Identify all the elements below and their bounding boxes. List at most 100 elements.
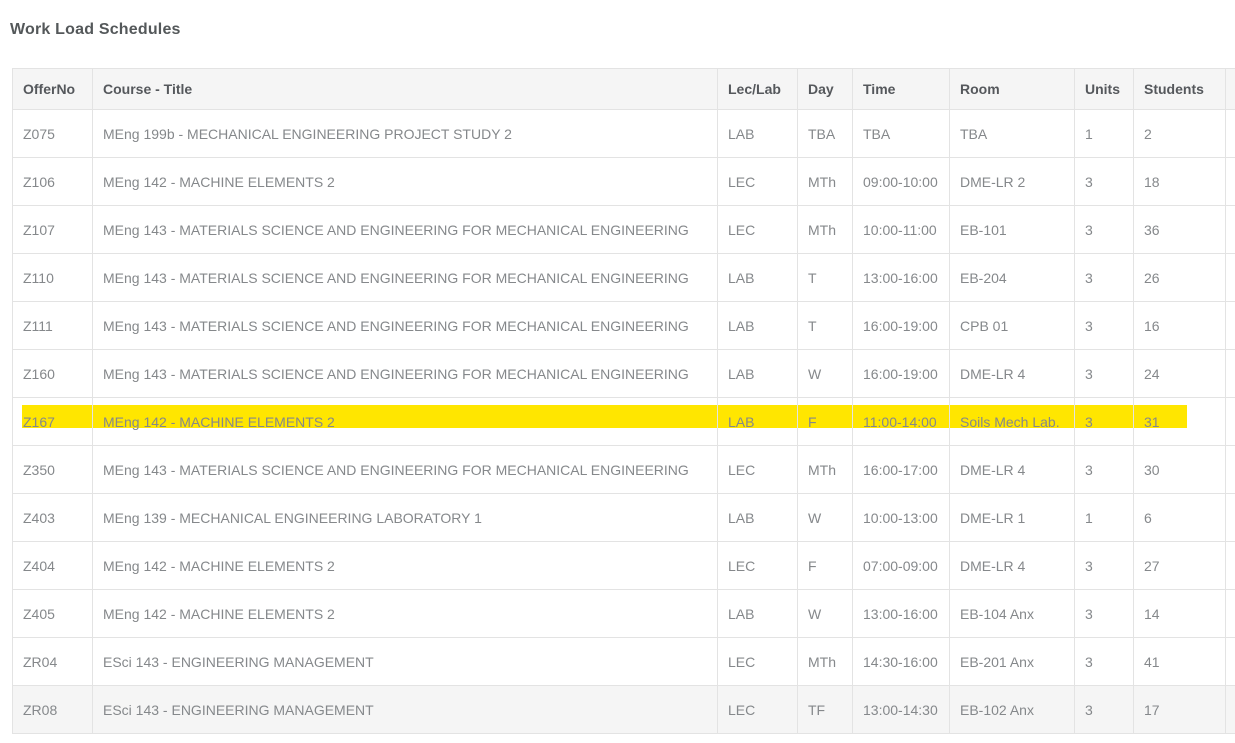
cell-room: EB-101 xyxy=(949,205,1075,254)
cell-offer-no: Z404 xyxy=(12,541,93,590)
cell-extra xyxy=(1225,157,1235,206)
cell-room: DME-LR 1 xyxy=(949,493,1075,542)
cell-day: W xyxy=(797,349,853,398)
cell-extra xyxy=(1225,541,1235,590)
cell-lec-lab: LAB xyxy=(717,253,798,302)
cell-time: 16:00-19:00 xyxy=(852,349,950,398)
cell-lec-lab: LEC xyxy=(717,637,798,686)
cell-time: 13:00-14:30 xyxy=(852,685,950,734)
table-row[interactable]: Z167 MEng 142 - MACHINE ELEMENTS 2 LAB F… xyxy=(12,397,1235,446)
cell-course-title: MEng 199b - MECHANICAL ENGINEERING PROJE… xyxy=(92,109,718,158)
cell-day: MTh xyxy=(797,205,853,254)
cell-lec-lab: LEC xyxy=(717,205,798,254)
cell-time: 13:00-16:00 xyxy=(852,589,950,638)
workload-schedule-table: OfferNo Course - Title Lec/Lab Day Time Room U… xyxy=(12,68,1235,734)
cell-course-title: MEng 142 - MACHINE ELEMENTS 2 xyxy=(92,157,718,206)
column-header-day: Day xyxy=(797,68,853,110)
cell-lec-lab: LEC xyxy=(717,157,798,206)
cell-offer-no: Z167 xyxy=(12,397,93,446)
cell-day: T xyxy=(797,253,853,302)
cell-offer-no: ZR08 xyxy=(12,685,93,734)
cell-students: 2 xyxy=(1133,109,1226,158)
cell-day: T xyxy=(797,301,853,350)
cell-extra xyxy=(1225,301,1235,350)
cell-time: 11:00-14:00 xyxy=(852,397,950,446)
table-row[interactable]: Z350 MEng 143 - MATERIALS SCIENCE AND EN… xyxy=(12,445,1235,494)
cell-units: 3 xyxy=(1074,301,1134,350)
table-row[interactable]: ZR04 ESci 143 - ENGINEERING MANAGEMENT L… xyxy=(12,637,1235,686)
cell-units: 3 xyxy=(1074,157,1134,206)
cell-units: 3 xyxy=(1074,349,1134,398)
cell-extra xyxy=(1225,637,1235,686)
cell-room: EB-204 xyxy=(949,253,1075,302)
cell-course-title: MEng 143 - MATERIALS SCIENCE AND ENGINEE… xyxy=(92,349,718,398)
cell-students: 24 xyxy=(1133,349,1226,398)
cell-students: 26 xyxy=(1133,253,1226,302)
cell-students: 17 xyxy=(1133,685,1226,734)
cell-time: 07:00-09:00 xyxy=(852,541,950,590)
column-header-extra xyxy=(1225,68,1235,110)
cell-course-title: MEng 143 - MATERIALS SCIENCE AND ENGINEE… xyxy=(92,301,718,350)
cell-room: TBA xyxy=(949,109,1075,158)
cell-lec-lab: LEC xyxy=(717,445,798,494)
cell-units: 3 xyxy=(1074,685,1134,734)
table-row[interactable]: ZR08 ESci 143 - ENGINEERING MANAGEMENT L… xyxy=(12,685,1235,734)
cell-lec-lab: LAB xyxy=(717,349,798,398)
cell-time: 14:30-16:00 xyxy=(852,637,950,686)
cell-students: 16 xyxy=(1133,301,1226,350)
table-row[interactable]: Z075 MEng 199b - MECHANICAL ENGINEERING … xyxy=(12,109,1235,158)
cell-lec-lab: LAB xyxy=(717,589,798,638)
table-row[interactable]: Z405 MEng 142 - MACHINE ELEMENTS 2 LAB W… xyxy=(12,589,1235,638)
table-row[interactable]: Z160 MEng 143 - MATERIALS SCIENCE AND EN… xyxy=(12,349,1235,398)
cell-units: 3 xyxy=(1074,589,1134,638)
cell-course-title: MEng 142 - MACHINE ELEMENTS 2 xyxy=(92,541,718,590)
table-row[interactable]: Z106 MEng 142 - MACHINE ELEMENTS 2 LEC M… xyxy=(12,157,1235,206)
cell-day: MTh xyxy=(797,157,853,206)
schedule-table-container: OfferNo Course - Title Lec/Lab Day Time Room U… xyxy=(12,68,1235,734)
cell-extra xyxy=(1225,445,1235,494)
cell-course-title: MEng 143 - MATERIALS SCIENCE AND ENGINEE… xyxy=(92,205,718,254)
cell-room: EB-102 Anx xyxy=(949,685,1075,734)
cell-lec-lab: LAB xyxy=(717,397,798,446)
schedule-table-body: Z075 MEng 199b - MECHANICAL ENGINEERING … xyxy=(12,109,1235,734)
table-row[interactable]: Z107 MEng 143 - MATERIALS SCIENCE AND EN… xyxy=(12,205,1235,254)
column-header-time: Time xyxy=(852,68,950,110)
cell-course-title: MEng 143 - MATERIALS SCIENCE AND ENGINEE… xyxy=(92,253,718,302)
cell-units: 3 xyxy=(1074,397,1134,446)
cell-course-title: MEng 143 - MATERIALS SCIENCE AND ENGINEE… xyxy=(92,445,718,494)
cell-time: 10:00-13:00 xyxy=(852,493,950,542)
cell-students: 36 xyxy=(1133,205,1226,254)
cell-lec-lab: LEC xyxy=(717,685,798,734)
column-header-room: Room xyxy=(949,68,1075,110)
cell-room: CPB 01 xyxy=(949,301,1075,350)
cell-extra xyxy=(1225,493,1235,542)
table-row[interactable]: Z110 MEng 143 - MATERIALS SCIENCE AND EN… xyxy=(12,253,1235,302)
cell-day: MTh xyxy=(797,637,853,686)
cell-course-title: MEng 142 - MACHINE ELEMENTS 2 xyxy=(92,397,718,446)
column-header-lec-lab: Lec/Lab xyxy=(717,68,798,110)
cell-offer-no: Z110 xyxy=(12,253,93,302)
table-row[interactable]: Z111 MEng 143 - MATERIALS SCIENCE AND EN… xyxy=(12,301,1235,350)
table-row[interactable]: Z403 MEng 139 - MECHANICAL ENGINEERING L… xyxy=(12,493,1235,542)
cell-day: TBA xyxy=(797,109,853,158)
cell-extra xyxy=(1225,109,1235,158)
cell-course-title: MEng 139 - MECHANICAL ENGINEERING LABORA… xyxy=(92,493,718,542)
cell-extra xyxy=(1225,685,1235,734)
cell-units: 3 xyxy=(1074,541,1134,590)
cell-students: 18 xyxy=(1133,157,1226,206)
cell-course-title: MEng 142 - MACHINE ELEMENTS 2 xyxy=(92,589,718,638)
cell-offer-no: Z405 xyxy=(12,589,93,638)
cell-offer-no: ZR04 xyxy=(12,637,93,686)
cell-room: DME-LR 4 xyxy=(949,349,1075,398)
cell-offer-no: Z111 xyxy=(12,301,93,350)
cell-extra xyxy=(1225,205,1235,254)
cell-course-title: ESci 143 - ENGINEERING MANAGEMENT xyxy=(92,637,718,686)
cell-course-title: ESci 143 - ENGINEERING MANAGEMENT xyxy=(92,685,718,734)
cell-extra xyxy=(1225,349,1235,398)
cell-units: 3 xyxy=(1074,253,1134,302)
cell-students: 30 xyxy=(1133,445,1226,494)
table-row[interactable]: Z404 MEng 142 - MACHINE ELEMENTS 2 LEC F… xyxy=(12,541,1235,590)
cell-room: Soils Mech Lab. xyxy=(949,397,1075,446)
cell-lec-lab: LAB xyxy=(717,493,798,542)
